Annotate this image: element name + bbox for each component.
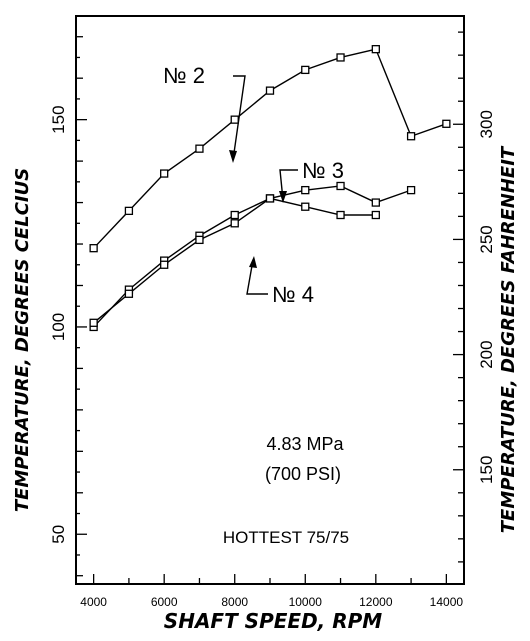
data-point-marker <box>230 210 239 220</box>
y-left-axis-ticks: 50 100 150 <box>49 36 87 577</box>
x-tick-label: 4000 <box>80 595 107 609</box>
data-point-marker <box>195 144 204 153</box>
y-left-tick-label: 150 <box>49 105 68 133</box>
plot-frame <box>75 15 465 585</box>
y-left-axis-title: TEMPERATURE, DEGREES CELCIUS <box>12 168 33 512</box>
data-point-marker <box>160 169 169 178</box>
x-tick-label: 10000 <box>289 595 323 609</box>
data-point-marker <box>160 260 169 269</box>
series-line-3 <box>93 185 412 328</box>
data-point-marker <box>336 210 345 220</box>
annotation-pressure-mpa: 4.83 MPa <box>266 434 344 454</box>
x-tick-label: 14000 <box>430 595 464 609</box>
series-label-no4: № 4 <box>272 282 314 307</box>
data-point-marker <box>371 210 380 220</box>
data-point-marker <box>195 235 204 245</box>
data-point-marker <box>265 194 275 203</box>
data-point-marker <box>442 119 451 128</box>
series-label-no4-arrowhead <box>249 256 257 268</box>
data-point-marker <box>371 45 380 54</box>
data-point-marker <box>371 198 380 207</box>
series-label-no2-arrowhead <box>229 150 237 163</box>
x-tick-label: 12000 <box>359 595 393 609</box>
series-label-no3-arrowhead <box>279 191 287 203</box>
y-right-tick-label: 300 <box>477 110 496 138</box>
series-label-no2: № 2 <box>163 63 205 88</box>
y-right-tick-label: 150 <box>477 456 496 484</box>
x-axis-ticks: 4000 6000 8000 10000 12000 14000 <box>80 574 463 609</box>
data-point-marker <box>230 115 239 124</box>
annotation-pressure-psi: (700 PSI) <box>265 464 341 484</box>
series-label-no2-leader <box>232 75 246 161</box>
data-point-marker <box>406 185 416 195</box>
y-right-axis-title: TEMPERATURE, DEGREES FAHRENHEIT <box>498 145 519 533</box>
x-tick-label: 8000 <box>221 595 248 609</box>
data-point-marker <box>301 202 310 211</box>
series-label-no3-leader <box>279 169 298 201</box>
annotation-hottest: HOTTEST 75/75 <box>223 528 349 547</box>
data-point-marker <box>265 86 275 95</box>
y-right-tick-label: 200 <box>477 340 496 368</box>
data-point-marker <box>406 132 416 141</box>
y-left-tick-label: 50 <box>49 525 68 544</box>
series-label-no3: № 3 <box>302 158 344 183</box>
data-point-marker <box>301 185 310 195</box>
data-point-marker <box>336 53 345 62</box>
data-point-marker <box>124 206 134 216</box>
series-label-no4-leader <box>246 259 268 295</box>
data-point-marker <box>124 289 134 298</box>
series-layer <box>89 45 451 332</box>
x-tick-label: 6000 <box>151 595 178 609</box>
data-point-marker <box>89 244 98 253</box>
y-left-tick-label: 100 <box>49 313 68 341</box>
series-line-2 <box>93 48 447 249</box>
data-point-marker <box>89 318 98 327</box>
data-point-marker <box>301 65 310 75</box>
y-right-axis-ticks: 150 200 250 300 <box>453 31 496 563</box>
y-right-tick-label: 250 <box>477 225 496 253</box>
data-point-marker <box>230 219 239 228</box>
data-point-marker <box>336 181 345 191</box>
plot-border <box>75 15 465 585</box>
x-axis-title: SHAFT SPEED, RPM <box>164 609 382 633</box>
